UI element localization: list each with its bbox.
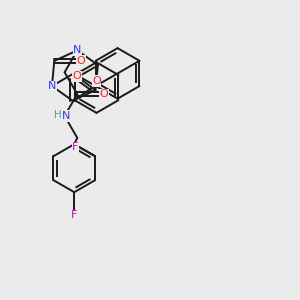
Text: O: O [92, 76, 101, 86]
Text: O: O [77, 56, 85, 66]
Text: F: F [72, 142, 79, 152]
Text: N: N [73, 45, 81, 56]
Text: F: F [71, 210, 77, 220]
Text: N: N [48, 81, 56, 91]
Text: O: O [73, 71, 81, 81]
Text: H: H [54, 110, 62, 119]
Text: O: O [100, 89, 109, 99]
Text: N: N [61, 111, 70, 121]
